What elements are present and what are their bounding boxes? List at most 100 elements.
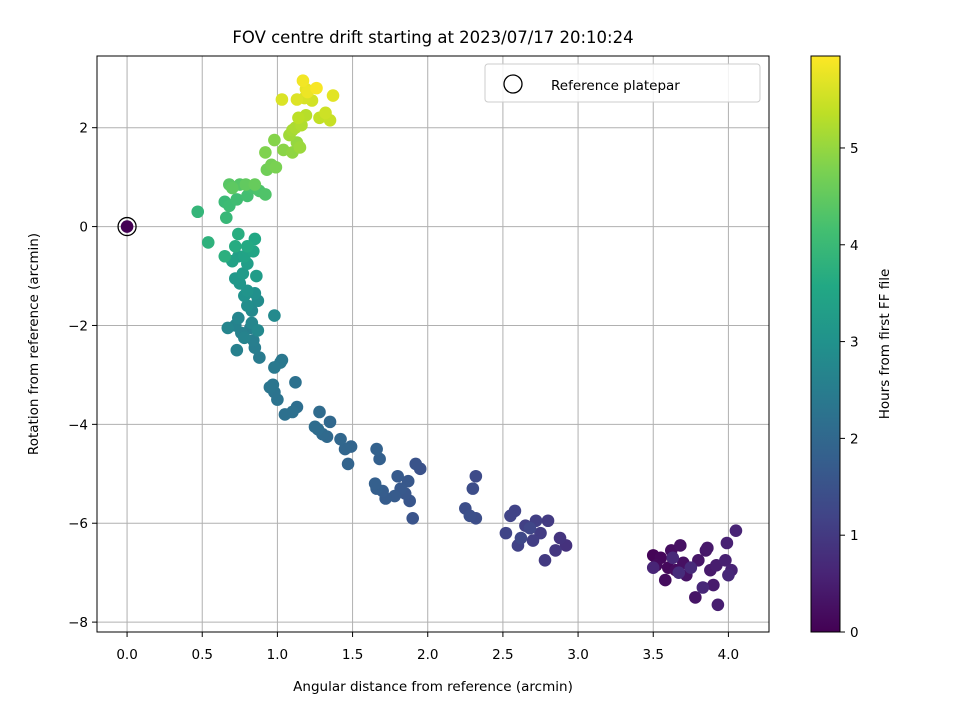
legend: Reference platepar — [484, 63, 761, 103]
data-point — [218, 249, 232, 263]
x-tick-label: 3.0 — [567, 647, 588, 663]
data-point — [370, 442, 383, 456]
data-point — [666, 551, 680, 565]
data-point — [278, 408, 292, 421]
data-point — [308, 420, 322, 434]
chart-title: FOV centre drift starting at 2023/07/17 … — [232, 28, 633, 47]
y-tick-label: −6 — [68, 516, 88, 532]
data-point — [232, 227, 245, 241]
data-point — [263, 380, 277, 394]
data-point — [293, 141, 307, 154]
x-tick-label: 0.5 — [191, 647, 212, 663]
grid-lines — [97, 56, 769, 632]
data-point — [241, 299, 254, 312]
data-point — [373, 452, 386, 466]
data-point — [526, 534, 540, 547]
data-point — [729, 524, 743, 537]
reference-marker — [117, 216, 137, 237]
data-point — [201, 236, 215, 249]
data-point — [229, 240, 242, 253]
colorbar-tick-label: 0 — [850, 625, 859, 641]
data-point — [289, 376, 302, 389]
data-point — [268, 133, 281, 147]
data-point — [406, 511, 420, 525]
data-point — [239, 178, 253, 191]
y-tick-label: −8 — [68, 615, 88, 631]
data-point — [230, 193, 244, 206]
data-point — [219, 211, 233, 224]
data-point — [696, 581, 710, 594]
data-point — [538, 554, 552, 567]
data-point — [313, 405, 326, 419]
y-tick-label: −4 — [68, 417, 88, 433]
data-point — [674, 539, 687, 552]
x-tick-label: 1.5 — [342, 647, 363, 663]
data-point — [191, 205, 205, 219]
data-point — [523, 521, 537, 535]
colorbar-tick-label: 3 — [850, 335, 859, 351]
x-tick-label: 2.0 — [417, 647, 438, 663]
legend-marker — [503, 74, 523, 94]
data-point — [646, 561, 660, 575]
colorbar-gradient — [810, 55, 841, 633]
data-point — [409, 457, 423, 471]
y-tick-label: −2 — [68, 318, 88, 334]
legend-entry: Reference platepar — [551, 78, 680, 94]
data-point — [658, 573, 672, 587]
data-point — [319, 106, 332, 120]
legend-box — [484, 63, 761, 103]
data-point — [672, 566, 686, 579]
data-point — [226, 181, 239, 195]
data-point — [253, 351, 266, 364]
data-point — [722, 568, 735, 582]
x-tick-label: 0.0 — [116, 647, 137, 663]
data-point — [323, 415, 337, 429]
data-point — [259, 188, 272, 201]
y-tick-label: 0 — [79, 220, 88, 236]
x-tick-label: 1.0 — [267, 647, 288, 663]
data-point — [553, 531, 567, 545]
data-point — [549, 544, 562, 557]
data-point — [290, 93, 304, 106]
data-point — [275, 93, 289, 106]
data-point — [230, 343, 244, 357]
data-point — [248, 178, 262, 191]
colorbar-tick-label: 4 — [850, 238, 859, 254]
data-point — [504, 509, 517, 523]
data-point — [269, 160, 283, 174]
reference-point — [120, 220, 134, 233]
data-point — [689, 591, 702, 604]
colorbar-tick-label: 1 — [850, 528, 859, 544]
x-tick-label: 2.5 — [492, 647, 513, 663]
data-point — [232, 311, 245, 325]
colorbar: 0 1 2 3 4 5 Hours from first FF file — [810, 55, 893, 641]
data-point — [241, 240, 254, 253]
data-point — [251, 324, 265, 337]
data-point — [701, 541, 714, 555]
colorbar-tick-label: 2 — [850, 431, 859, 447]
data-point — [238, 331, 251, 345]
data-point — [292, 111, 305, 125]
plot-frame — [96, 55, 770, 633]
data-point — [684, 561, 698, 575]
data-point — [499, 526, 513, 540]
colorbar-ticks: 0 1 2 3 4 5 — [840, 141, 859, 641]
data-point — [338, 442, 352, 456]
colorbar-label: Hours from first FF file — [877, 269, 893, 420]
data-point — [368, 477, 382, 490]
data-point — [466, 482, 480, 495]
data-point — [541, 514, 555, 528]
y-axis-label: Rotation from reference (arcmin) — [26, 233, 42, 455]
x-tick-label: 4.0 — [718, 647, 739, 663]
data-point — [268, 309, 281, 322]
data-point — [341, 457, 355, 471]
data-point — [221, 321, 235, 335]
data-point — [326, 89, 340, 102]
data-point — [711, 598, 725, 612]
data-point — [259, 146, 272, 159]
data-point — [236, 267, 250, 280]
data-point — [720, 536, 734, 550]
y-axis-ticks: −8 −6 −4 −2 0 2 — [68, 121, 97, 631]
x-tick-label: 3.5 — [642, 647, 663, 663]
